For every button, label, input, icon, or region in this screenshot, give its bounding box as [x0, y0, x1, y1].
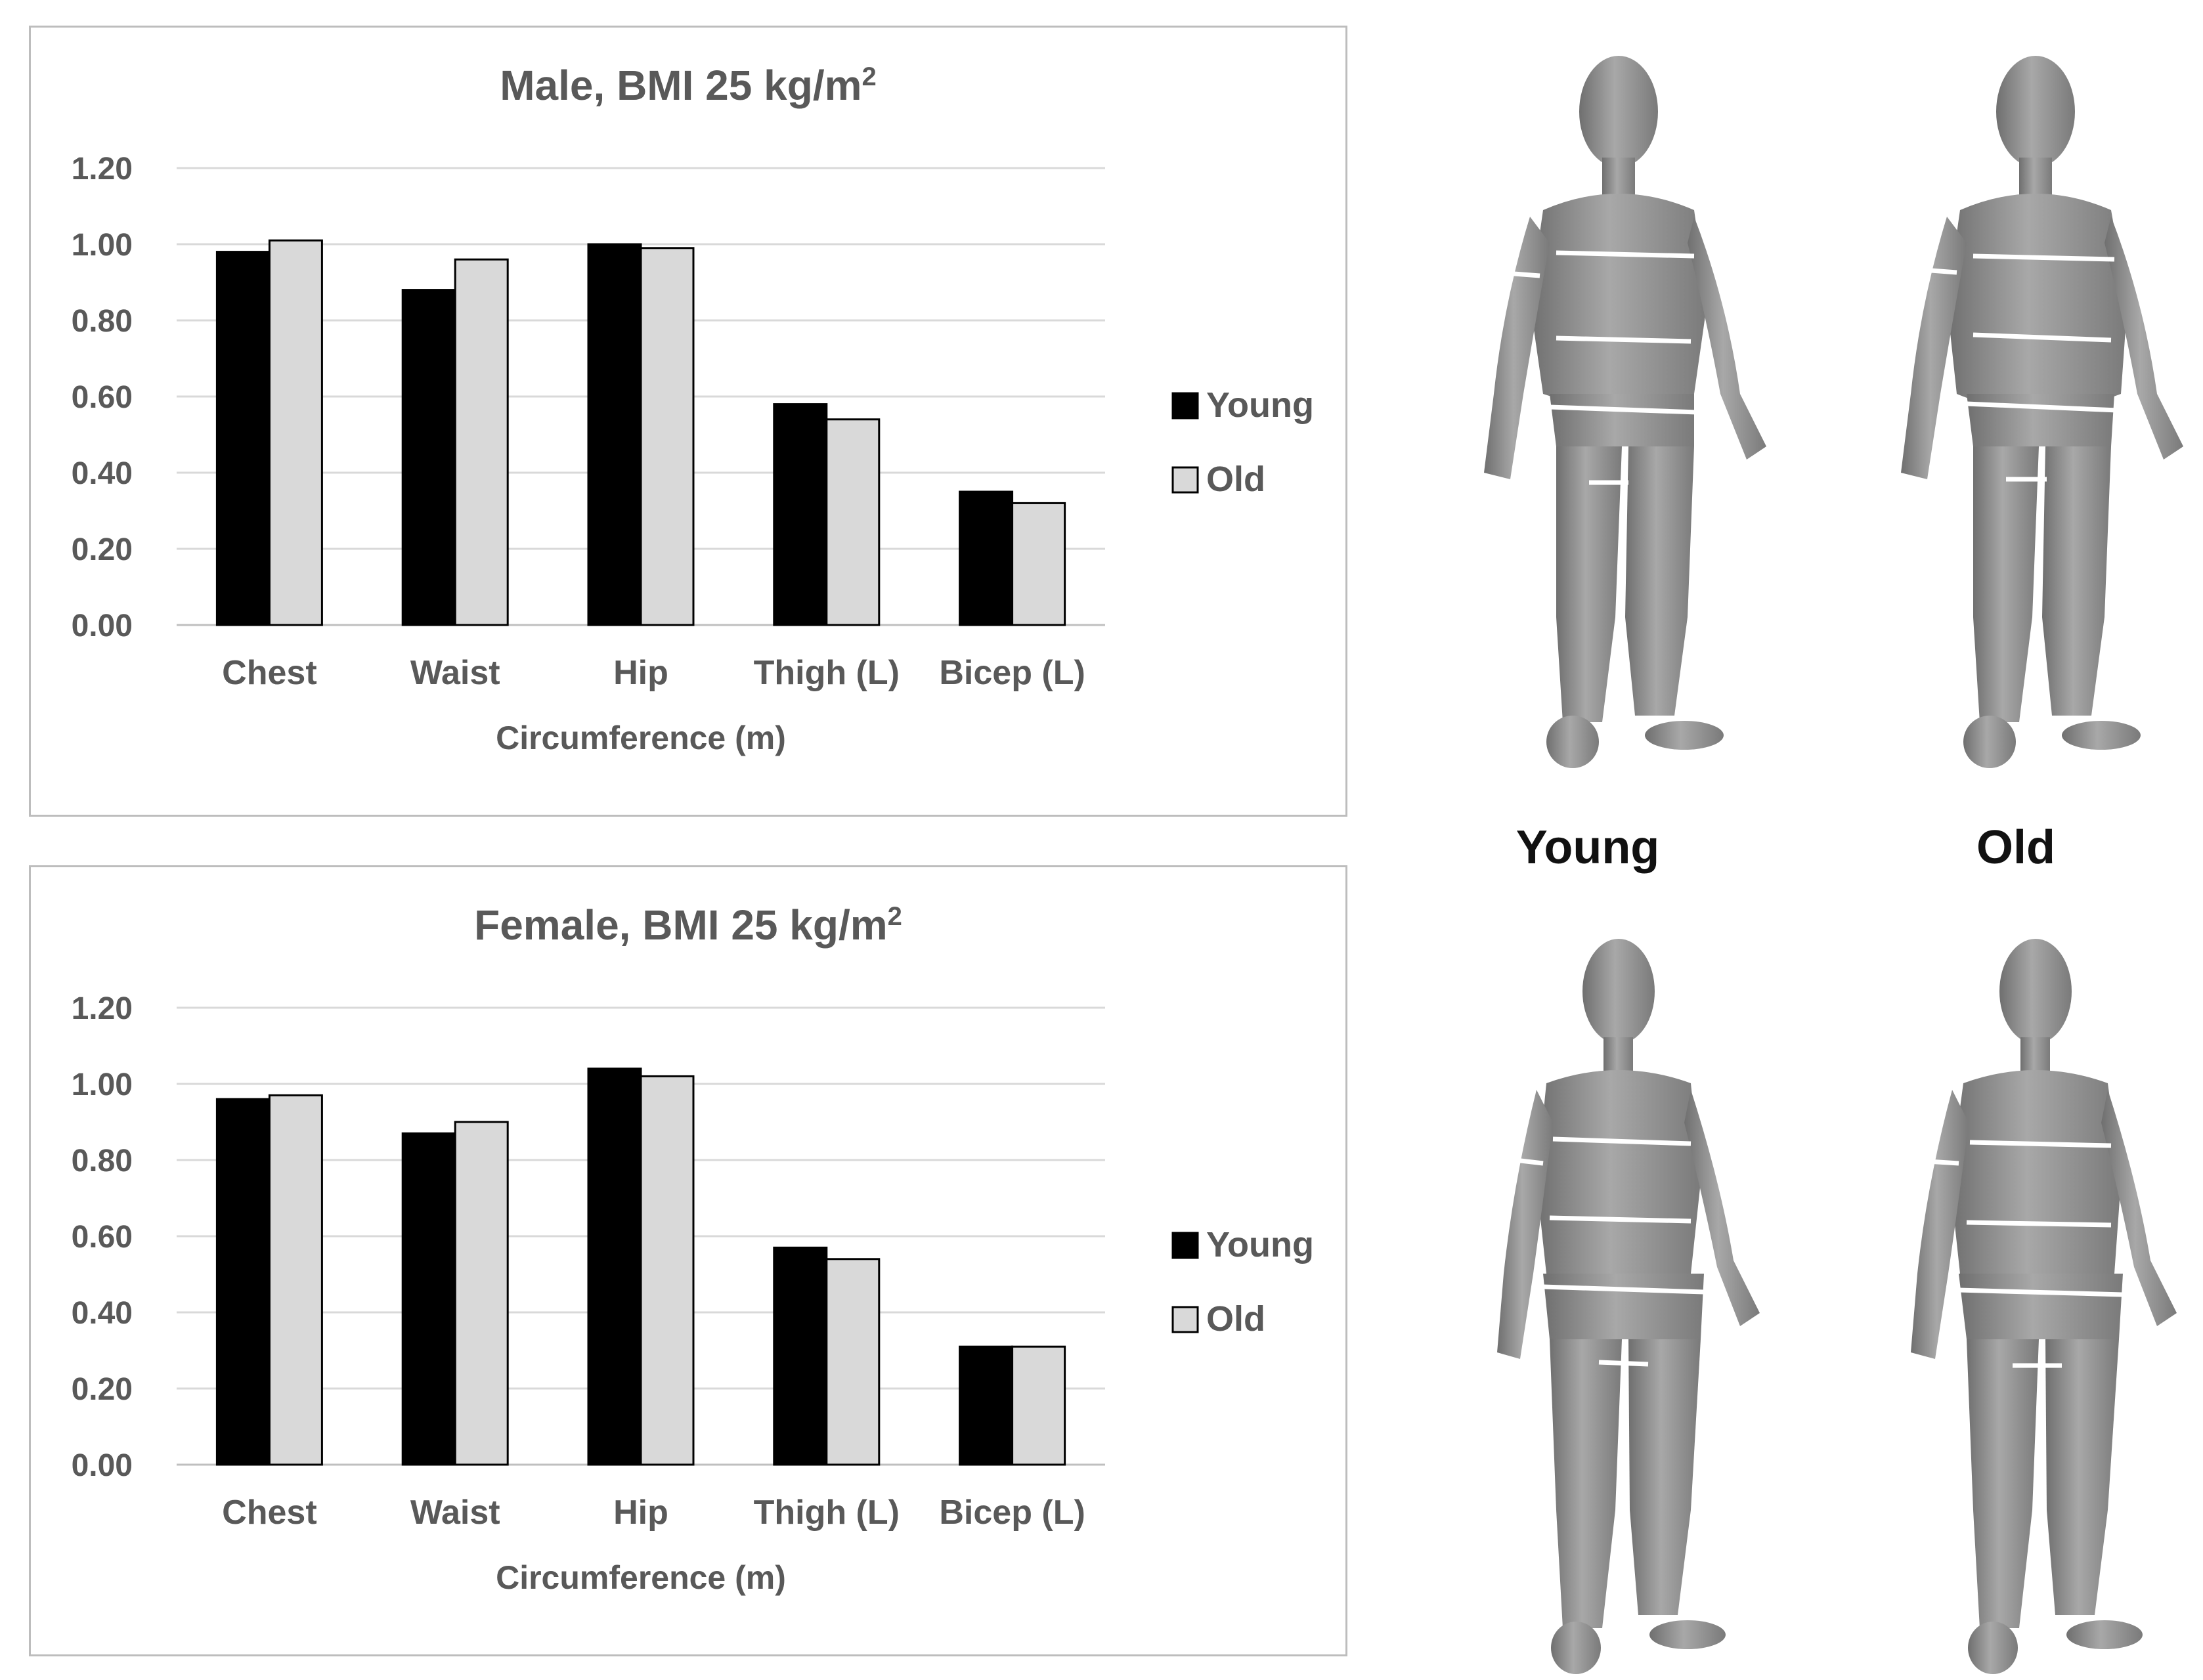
female-bar-young-bicep-l	[959, 1345, 1014, 1466]
male-y-tick-label: 0.80	[72, 304, 133, 339]
male-bar-chart: Male, BMI 25 kg/m2 0.00 0.20 0.40 0.60 0.80 1.…	[72, 62, 1314, 756]
body-model-figures: Young Old	[1484, 56, 2183, 1674]
male-bar-young-thigh-l	[773, 403, 828, 626]
male-y-tick-label: 0.00	[72, 609, 133, 643]
male-x-axis-title: Circumference (m)	[496, 720, 786, 756]
female-bar-old-bicep-l	[1011, 1345, 1066, 1466]
female-bar-young-chest	[215, 1098, 271, 1466]
male-y-tick-label: 0.40	[72, 456, 133, 491]
female-old-body-model	[1911, 939, 2177, 1674]
female-young-body-model	[1497, 939, 1760, 1674]
female-y-tick-label: 1.00	[72, 1067, 133, 1102]
female-x-category-label: Bicep (L)	[939, 1494, 1085, 1532]
old-caption: Old	[1976, 821, 2055, 874]
female-y-tick-label: 0.00	[72, 1448, 133, 1483]
male-y-tick-label: 1.00	[72, 228, 133, 263]
male-title-superscript: 2	[862, 62, 877, 91]
body-silhouette	[1911, 939, 2177, 1674]
female-x-axis-title: Circumference (m)	[496, 1559, 786, 1596]
male-y-tick-label: 0.20	[72, 532, 133, 567]
female-title-superscript: 2	[888, 902, 902, 931]
male-bar-young-bicep-l	[959, 490, 1014, 626]
measurement-lines	[1913, 253, 2118, 482]
male-bar-old-bicep-l	[1011, 502, 1066, 626]
male-legend-swatch-old	[1171, 466, 1199, 494]
female-x-category-label: Chest	[222, 1494, 316, 1532]
young-caption: Young	[1516, 821, 1660, 874]
measurement-lines	[1496, 250, 1698, 485]
female-y-tick-label: 0.20	[72, 1372, 133, 1407]
female-bar-chart: Female, BMI 25 kg/m2 0.00 0.20 0.40 0.60 0.80…	[72, 901, 1314, 1596]
measurement-lines	[1503, 1136, 1705, 1367]
female-bar-young-thigh-l	[773, 1246, 828, 1466]
female-bar-young-waist	[401, 1132, 456, 1466]
female-y-tick-label: 0.40	[72, 1296, 133, 1331]
male-legend-label-old: Old	[1206, 460, 1265, 499]
male-y-tick-label: 1.20	[72, 152, 133, 186]
male-x-category-label: Bicep (L)	[939, 654, 1085, 692]
female-bar-young-hip	[587, 1067, 642, 1466]
male-bar-old-hip	[640, 247, 695, 626]
female-x-category-label: Thigh (L)	[754, 1494, 900, 1532]
female-legend-label-young: Young	[1206, 1225, 1314, 1264]
male-bar-young-waist	[401, 289, 456, 626]
male-bar-old-chest	[268, 239, 323, 626]
female-bar-old-thigh-l	[825, 1258, 881, 1466]
female-y-tick-label: 0.80	[72, 1144, 133, 1178]
female-bar-old-hip	[640, 1075, 695, 1466]
male-bar-young-hip	[587, 243, 642, 626]
body-silhouette	[1484, 56, 1766, 768]
female-legend-swatch-old	[1171, 1306, 1199, 1333]
measurement-lines	[1917, 1140, 2124, 1368]
male-x-category-label: Thigh (L)	[754, 654, 900, 692]
male-y-tick-label: 0.60	[72, 380, 133, 415]
female-chart-title: Female, BMI 25 kg/m2	[474, 901, 902, 949]
male-old-body-model	[1901, 56, 2183, 768]
female-y-tick-label: 0.60	[72, 1220, 133, 1255]
female-y-tick-label: 1.20	[72, 991, 133, 1026]
male-bar-old-waist	[454, 258, 509, 626]
female-chart-panel: Female, BMI 25 kg/m2 0.00 0.20 0.40 0.60 0.80…	[29, 865, 1347, 1656]
male-chart-panel: Male, BMI 25 kg/m2 0.00 0.20 0.40 0.60 0.80 1.…	[29, 26, 1347, 817]
male-legend-swatch-young	[1171, 392, 1199, 420]
male-bar-young-chest	[215, 251, 271, 626]
body-silhouette	[1497, 939, 1760, 1674]
male-x-category-label: Chest	[222, 654, 316, 692]
male-bar-old-thigh-l	[825, 418, 881, 626]
female-x-category-label: Hip	[613, 1494, 668, 1532]
male-legend-label-young: Young	[1206, 385, 1314, 425]
female-bar-old-chest	[268, 1094, 323, 1466]
female-legend-swatch-young	[1171, 1232, 1199, 1259]
male-x-category-label: Waist	[410, 654, 500, 692]
female-legend-label-old: Old	[1206, 1299, 1265, 1339]
body-silhouette	[1901, 56, 2183, 768]
female-x-category-label: Waist	[410, 1494, 500, 1532]
female-bar-old-waist	[454, 1121, 509, 1466]
male-x-category-label: Hip	[613, 654, 668, 692]
male-young-body-model	[1484, 56, 1766, 768]
male-chart-title: Male, BMI 25 kg/m2	[500, 62, 877, 109]
